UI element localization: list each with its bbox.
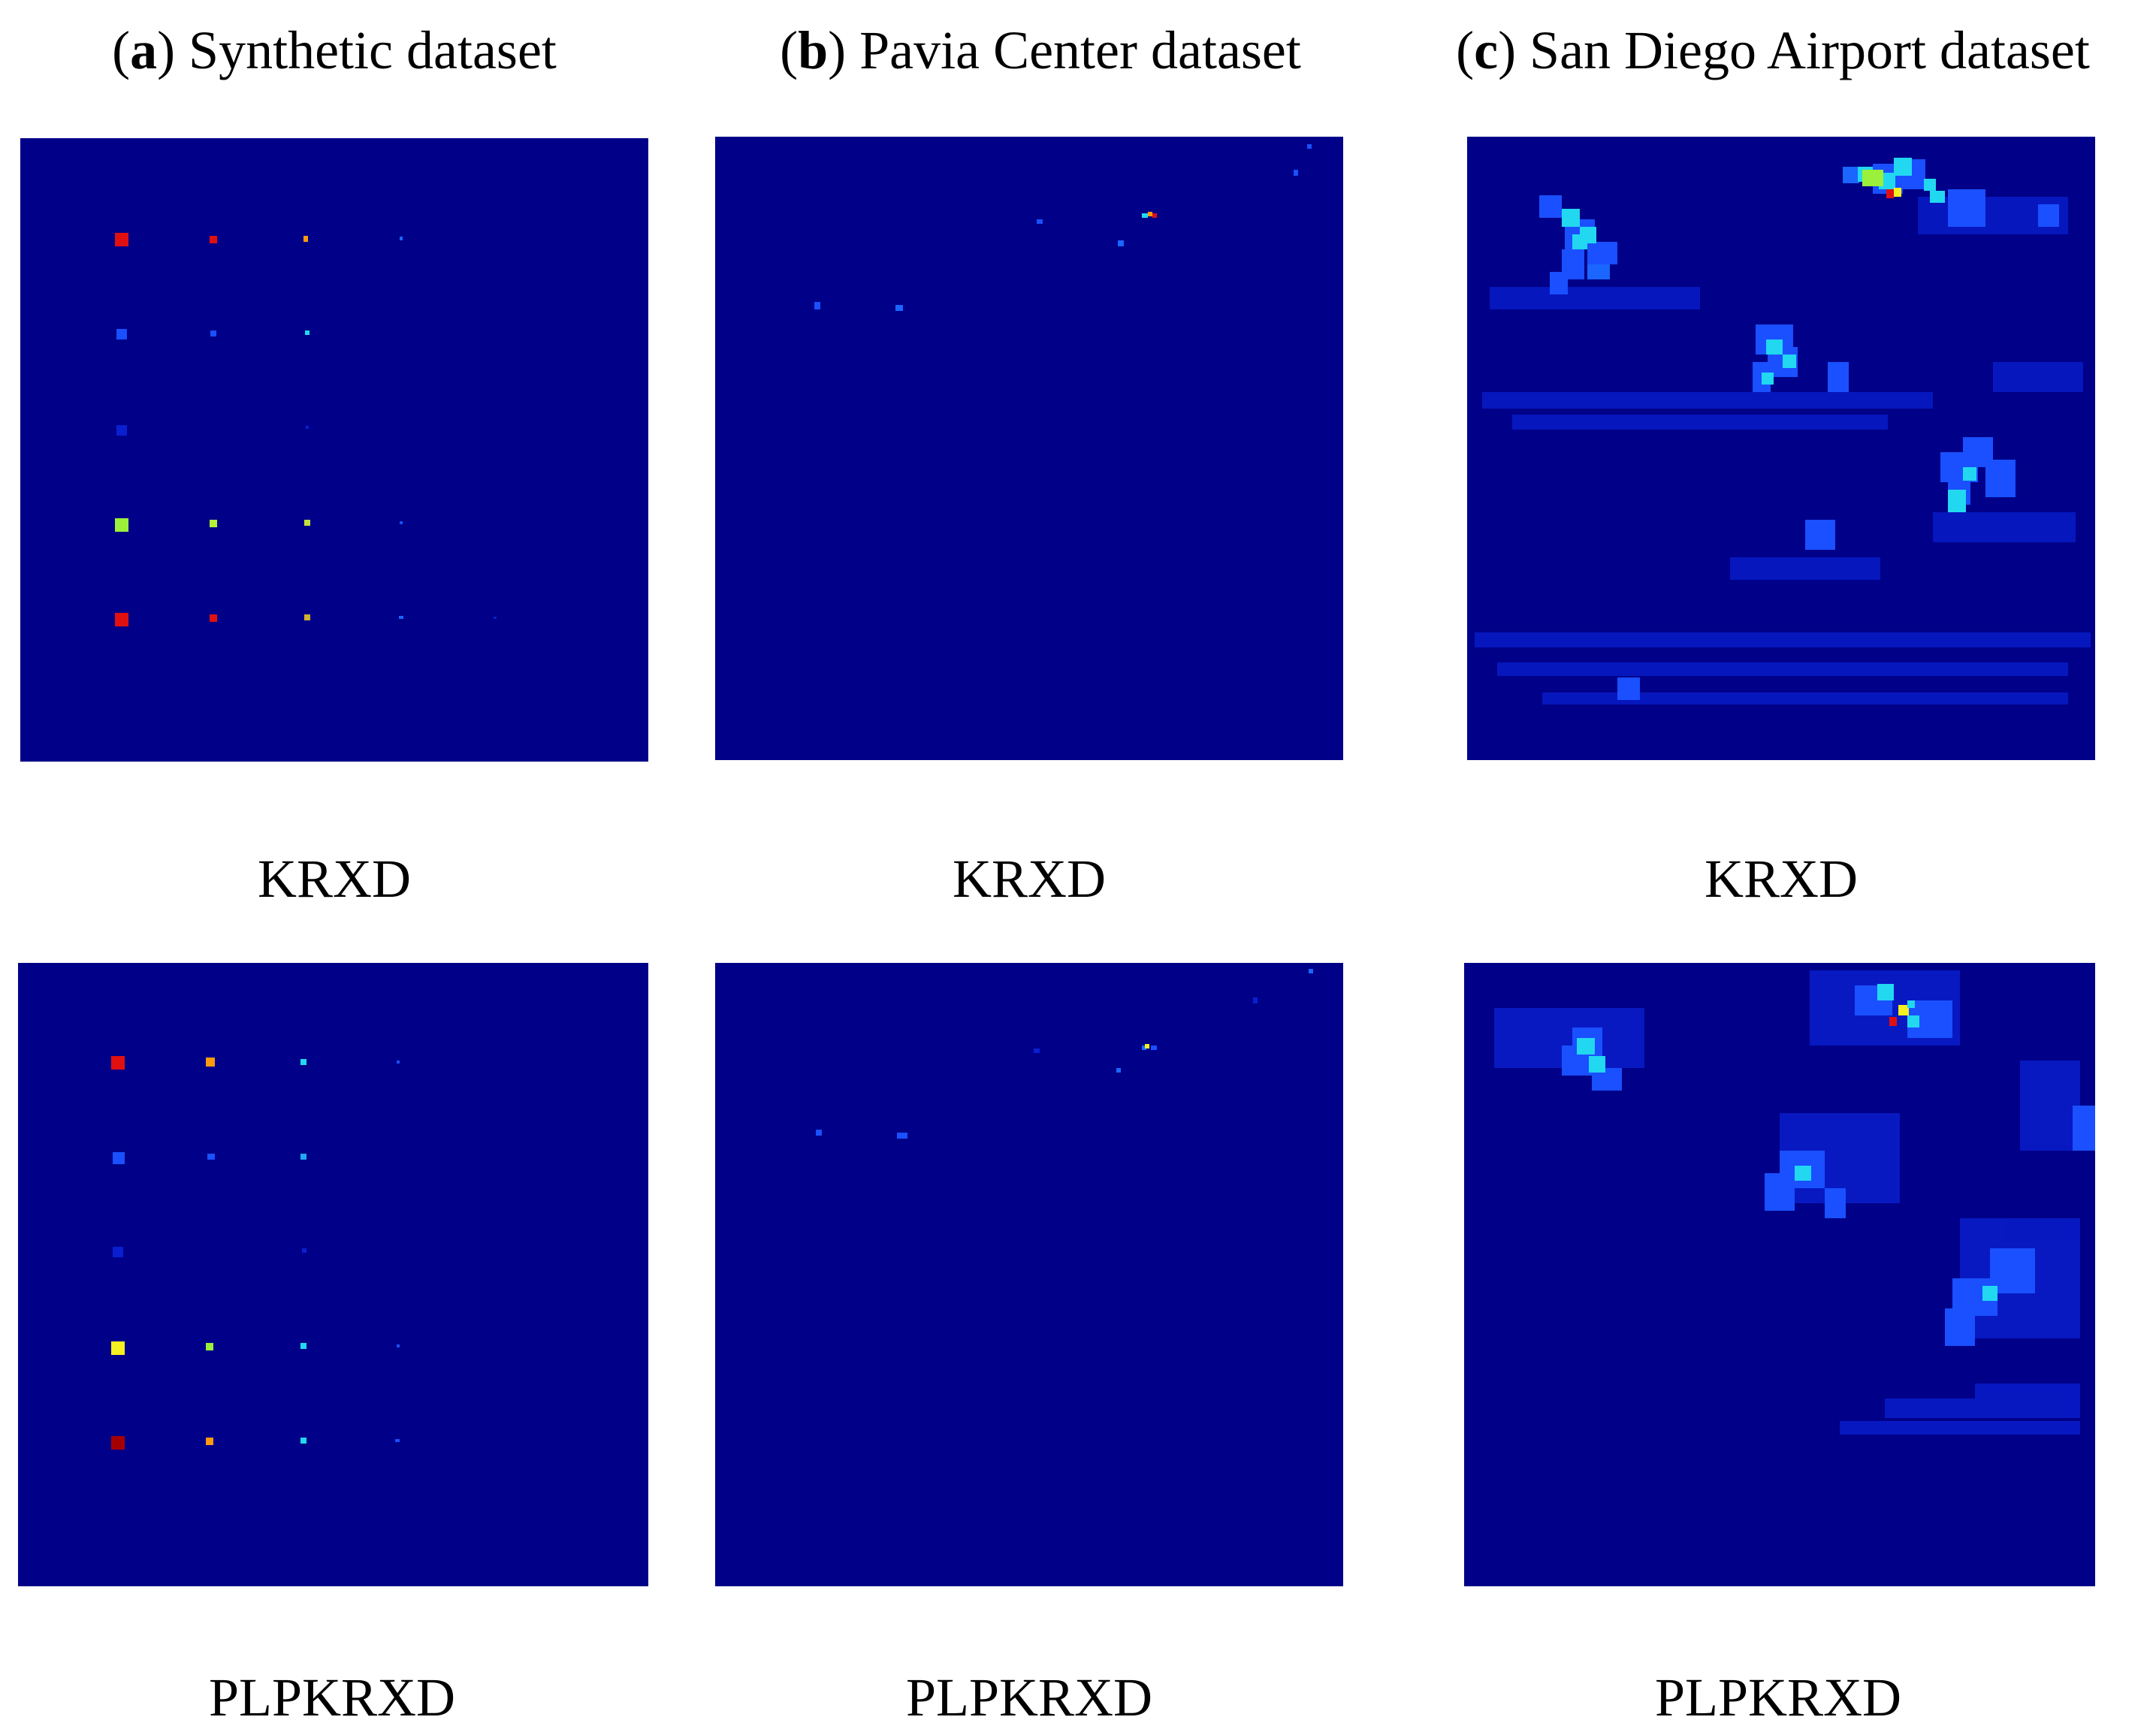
row-label-krxd-synthetic: KRXD [257,849,411,909]
column-text-b: Pavia Center dataset [859,20,1301,80]
column-title-a: (a) Synthetic dataset [112,20,557,80]
row-label-plpkrxd-synthetic: PLPKRXD [208,1667,456,1727]
heatmap-plpkrxd-sandiego-image [1494,970,2095,1435]
column-title-c: (c) San Diego Airport dataset [1456,20,2090,80]
heatmap-krxd-pavia [715,137,1343,760]
column-letter-a: a [130,20,158,80]
heatmap-krxd-sandiego [1467,137,2095,760]
heatmap-plpkrxd-pavia-image [816,969,1313,1139]
heatmap-plpkrxd-synthetic-image [111,1056,400,1450]
column-letter-c: c [1474,20,1499,80]
column-letter-b: b [798,20,829,80]
heatmap-krxd-sandiego-image [1475,158,2091,705]
row-label-krxd-sandiego: KRXD [1704,849,1858,909]
row-label-krxd-pavia: KRXD [952,849,1106,909]
heatmap-krxd-synthetic-image [115,233,497,626]
column-title-b: (b) Pavia Center dataset [780,20,1301,80]
heatmap-krxd-pavia-image [814,144,1312,311]
heatmap-plpkrxd-synthetic [18,963,648,1586]
heatmap-krxd-synthetic [20,138,648,762]
column-text-c: San Diego Airport dataset [1529,20,2090,80]
column-text-a: Synthetic dataset [189,20,557,80]
heatmap-plpkrxd-sandiego [1464,963,2095,1586]
heatmap-plpkrxd-pavia [715,963,1343,1586]
row-label-plpkrxd-pavia: PLPKRXD [905,1667,1153,1727]
row-label-plpkrxd-sandiego: PLPKRXD [1654,1667,1902,1727]
